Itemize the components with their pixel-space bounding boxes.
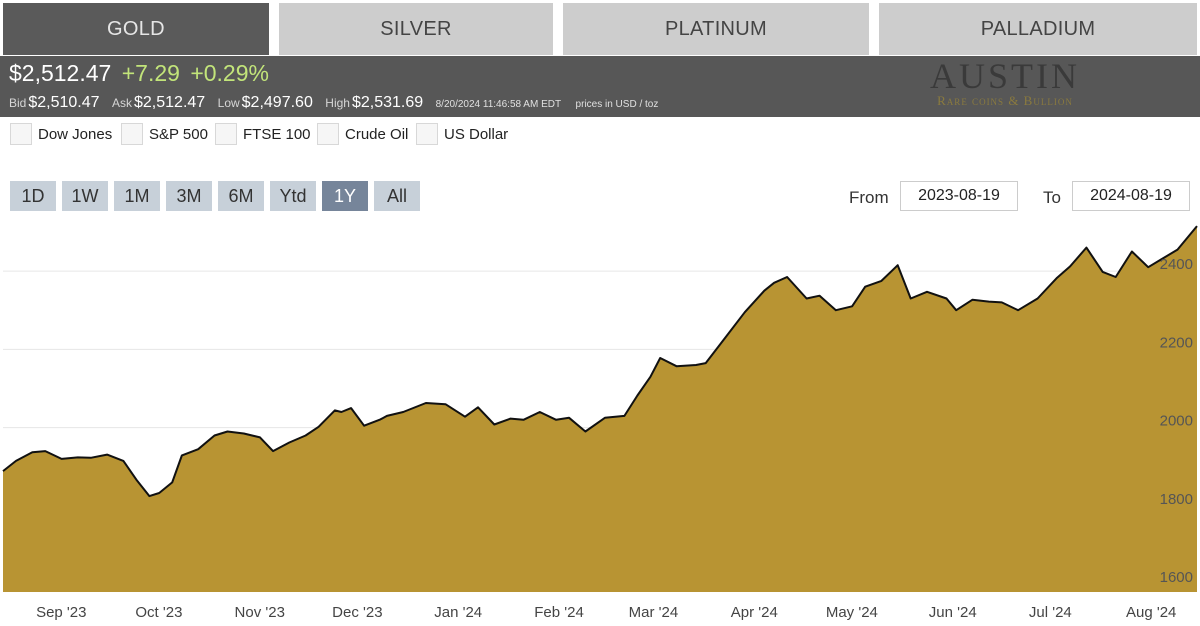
- x-tick-label: Feb '24: [534, 604, 584, 621]
- austin-logo: AUSTIN Rare coins & Bullion: [915, 58, 1095, 108]
- ask-label: Ask: [111, 96, 132, 110]
- gold-price-chart[interactable]: 1600 1800 2000 2200 2400 Sep '23 Oct '23 Nov '…: [0, 225, 1200, 626]
- compare-label: US Dollar: [444, 125, 509, 143]
- price-change-percent: +0.29%: [190, 60, 269, 86]
- range-1w-button[interactable]: 1W: [62, 181, 108, 211]
- tab-gold[interactable]: GOLD: [3, 3, 269, 55]
- checkbox-icon[interactable]: [215, 123, 237, 145]
- price-units: prices in USD / toz: [575, 99, 659, 110]
- quote-bar: $2,512.47 +7.29 +0.29% Bid $2,510.47 Ask $…: [0, 56, 1200, 117]
- compare-crude-oil[interactable]: Crude Oil: [317, 123, 408, 145]
- bid-value: $2,510.47: [28, 94, 100, 111]
- ask-value: $2,512.47: [134, 94, 206, 111]
- from-label: From: [849, 188, 889, 207]
- compare-options: Dow Jones S&P 500 FTSE 100 Crude Oil US …: [0, 117, 1200, 155]
- low-label: Low: [217, 96, 240, 110]
- price-line: $2,512.47 +7.29 +0.29%: [9, 60, 269, 87]
- checkbox-icon[interactable]: [10, 123, 32, 145]
- tab-silver[interactable]: SILVER: [279, 3, 553, 55]
- bid-label: Bid: [9, 96, 27, 110]
- quote-timestamp: 8/20/2024 11:46:58 AM EDT: [435, 99, 562, 110]
- compare-us-dollar[interactable]: US Dollar: [416, 123, 508, 145]
- y-tick-label: 2400: [1160, 256, 1193, 273]
- high-value: $2,531.69: [351, 94, 424, 111]
- quote-details: Bid $2,510.47 Ask $2,512.47 Low $2,497.60 H…: [9, 94, 668, 112]
- to-date-input[interactable]: 2024-08-19: [1072, 181, 1190, 211]
- compare-label: S&P 500: [149, 125, 208, 143]
- x-axis: Sep '23 Oct '23 Nov '23 Dec '23 Jan '24 Feb '…: [36, 604, 1176, 621]
- range-all-button[interactable]: All: [374, 181, 420, 211]
- x-tick-label: Oct '23: [135, 604, 182, 621]
- compare-ftse100[interactable]: FTSE 100: [215, 123, 311, 145]
- spot-price: $2,512.47: [9, 60, 112, 86]
- checkbox-icon[interactable]: [121, 123, 143, 145]
- high-label: High: [325, 96, 350, 110]
- compare-dow-jones[interactable]: Dow Jones: [10, 123, 112, 145]
- metal-tabs: GOLD SILVER PLATINUM PALLADIUM: [0, 0, 1200, 56]
- x-tick-label: Sep '23: [36, 604, 86, 621]
- range-6m-button[interactable]: 6M: [218, 181, 264, 211]
- range-ytd-button[interactable]: Ytd: [270, 181, 316, 211]
- range-3m-button[interactable]: 3M: [166, 181, 212, 211]
- x-tick-label: May '24: [826, 604, 878, 621]
- x-tick-label: Dec '23: [332, 604, 382, 621]
- from-date-input[interactable]: 2023-08-19: [900, 181, 1018, 211]
- logo-name: AUSTIN: [930, 56, 1080, 96]
- to-label: To: [1043, 188, 1061, 207]
- x-tick-label: Jan '24: [434, 604, 482, 621]
- x-tick-label: Nov '23: [235, 604, 285, 621]
- compare-label: Dow Jones: [38, 125, 113, 143]
- price-change: +7.29: [121, 60, 180, 86]
- compare-sp500[interactable]: S&P 500: [121, 123, 208, 145]
- y-tick-label: 1800: [1160, 491, 1193, 508]
- compare-label: Crude Oil: [345, 125, 409, 143]
- checkbox-icon[interactable]: [317, 123, 339, 145]
- range-1d-button[interactable]: 1D: [10, 181, 56, 211]
- price-line-series: [2, 225, 1198, 498]
- x-tick-label: Mar '24: [629, 604, 679, 621]
- y-tick-label: 1600: [1160, 569, 1193, 586]
- price-area: [3, 226, 1197, 592]
- x-tick-label: Jul '24: [1029, 604, 1072, 621]
- x-tick-label: Apr '24: [731, 604, 778, 621]
- x-tick-label: Jun '24: [929, 604, 977, 621]
- x-tick-label: Aug '24: [1126, 604, 1176, 621]
- y-tick-label: 2000: [1160, 413, 1193, 430]
- tab-platinum[interactable]: PLATINUM: [563, 3, 869, 55]
- low-value: $2,497.60: [241, 94, 313, 111]
- logo-tagline: Rare coins & Bullion: [937, 93, 1073, 108]
- range-1m-button[interactable]: 1M: [114, 181, 160, 211]
- y-tick-label: 2200: [1160, 334, 1193, 351]
- y-axis: 1600 1800 2000 2200 2400: [1160, 256, 1193, 586]
- tab-palladium[interactable]: PALLADIUM: [879, 3, 1197, 55]
- compare-label: FTSE 100: [243, 125, 311, 143]
- checkbox-icon[interactable]: [416, 123, 438, 145]
- range-1y-button[interactable]: 1Y: [322, 181, 368, 211]
